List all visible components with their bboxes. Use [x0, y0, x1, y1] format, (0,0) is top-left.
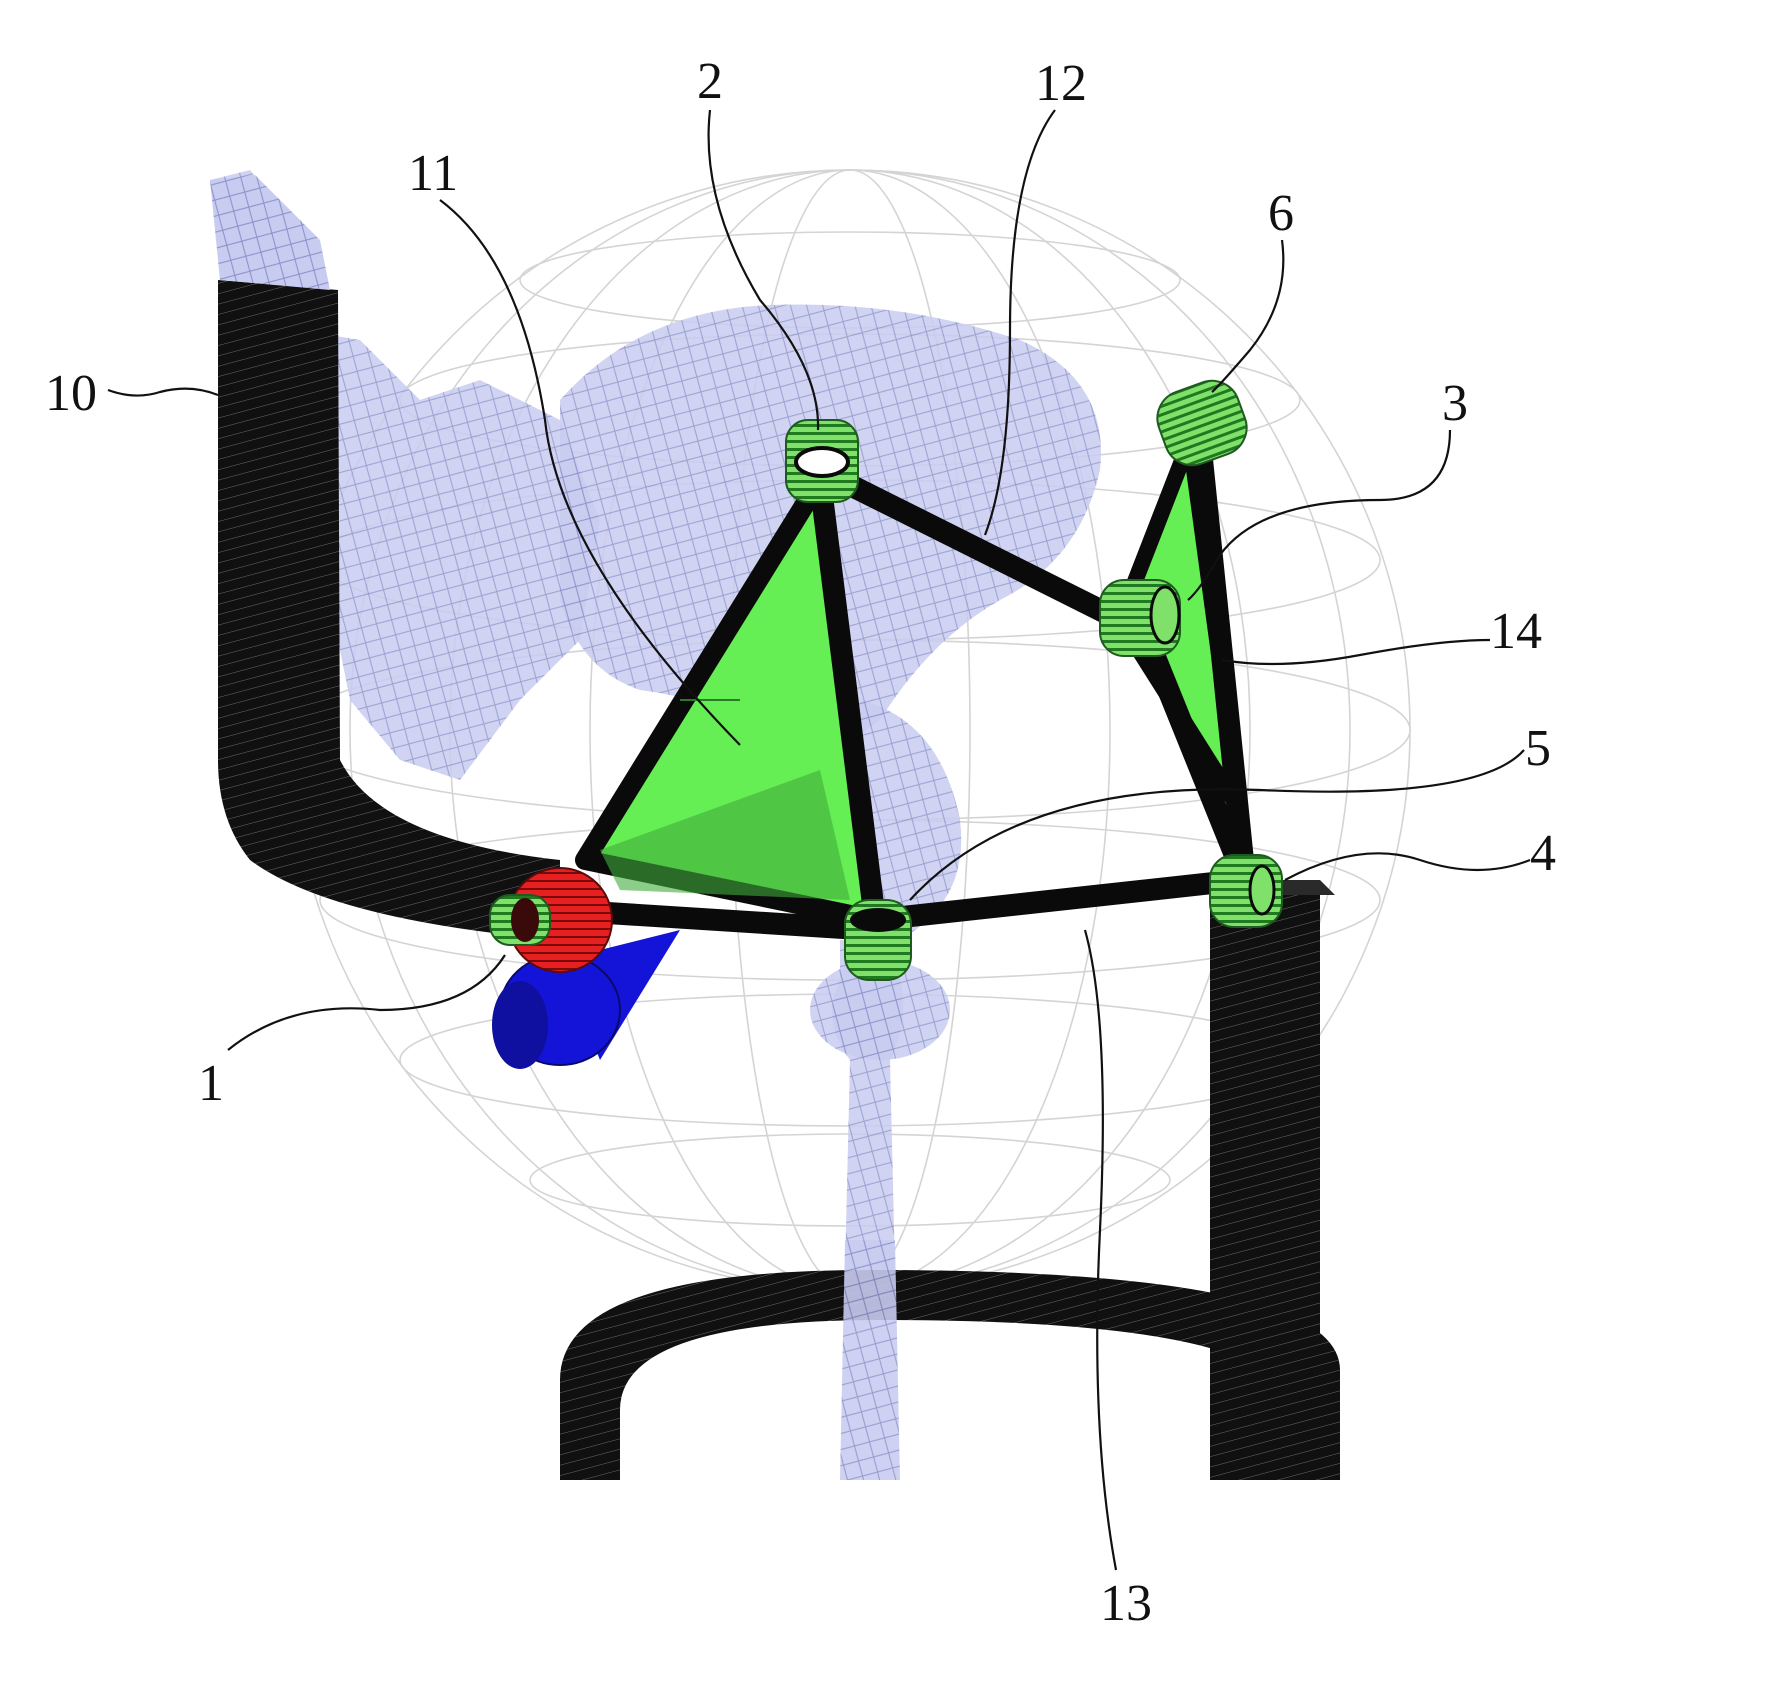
callout-12: 12: [1035, 55, 1087, 112]
joint-1: [490, 895, 550, 945]
joint-2: [786, 420, 858, 502]
leader-3: [1188, 430, 1450, 600]
callout-5: 5: [1525, 720, 1551, 777]
femur-shaft-front: [840, 1240, 900, 1480]
joint-5: [845, 900, 911, 980]
joint-4: [1210, 855, 1282, 927]
leader-14: [1222, 640, 1490, 664]
left-column-top-bone: [210, 175, 330, 290]
joint-6: [1150, 373, 1255, 473]
callout-11: 11: [408, 145, 458, 202]
callout-1: 1: [198, 1055, 224, 1112]
callout-4: 4: [1530, 825, 1556, 882]
leader-1: [228, 955, 505, 1050]
callout-13: 13: [1100, 1575, 1152, 1632]
callout-2: 2: [697, 53, 723, 110]
callout-6: 6: [1268, 185, 1294, 242]
right-support-column: [1210, 880, 1320, 1480]
callout-14: 14: [1490, 603, 1542, 660]
leader-4: [1285, 853, 1530, 880]
joint-3: [1100, 580, 1180, 656]
leader-10: [108, 389, 218, 396]
callout-3: 3: [1442, 375, 1468, 432]
callout-10: 10: [45, 365, 97, 422]
